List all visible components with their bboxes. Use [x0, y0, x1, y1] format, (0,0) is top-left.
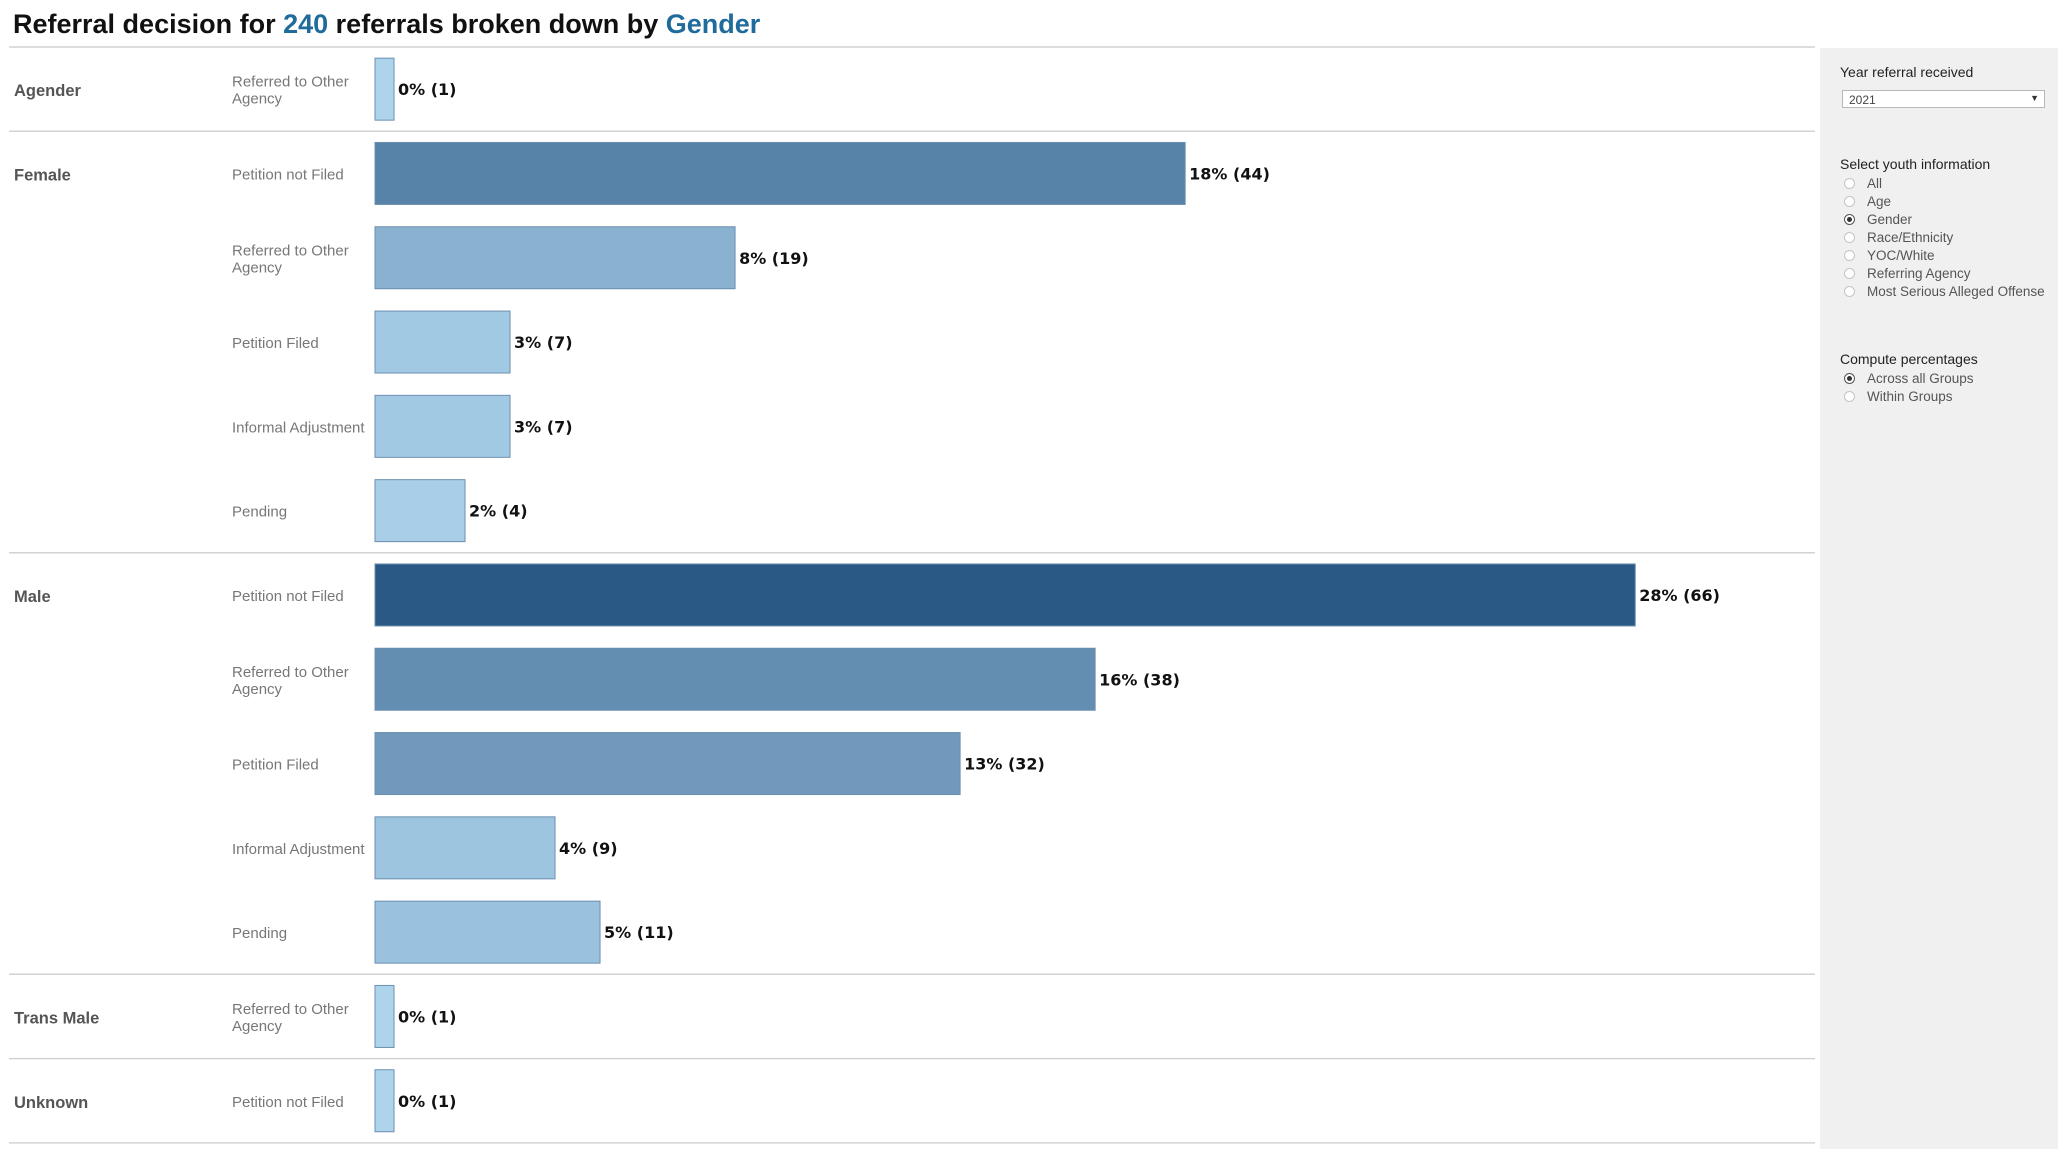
youth-info-option[interactable]: YOC/White — [1844, 247, 1935, 263]
bar-value-label: 4% (9) — [559, 839, 618, 858]
group-label: Male — [14, 588, 51, 606]
bar — [374, 984, 395, 1048]
bar — [374, 732, 961, 796]
bar — [374, 1069, 395, 1133]
bar-value-label: 16% (38) — [1099, 670, 1180, 689]
youth-info-option[interactable]: Referring Agency — [1844, 265, 1971, 281]
year-filter-label: Year referral received — [1840, 64, 1974, 80]
group-label: Trans Male — [14, 1009, 99, 1027]
youth-info-option-label: All — [1867, 175, 1883, 191]
youth-info-option[interactable]: Age — [1844, 193, 1891, 209]
bar-value-label: 3% (7) — [514, 417, 573, 436]
title-middle: referrals broken down by — [335, 9, 659, 39]
category-label: Informal Adjustment — [232, 841, 365, 858]
bar — [374, 563, 1636, 627]
category-label: Referred to Other Agency — [232, 664, 349, 698]
category-label: Petition Filed — [232, 335, 319, 352]
bar — [374, 226, 736, 290]
percentages-option-label: Across all Groups — [1867, 370, 1974, 386]
youth-info-option[interactable]: Most Serious Alleged Offense — [1844, 283, 2045, 299]
category-label: Petition not Filed — [232, 166, 344, 183]
bar-value-label: 3% (7) — [514, 333, 573, 352]
radio-button-icon[interactable] — [1844, 213, 1855, 225]
bar-value-label: 13% (32) — [964, 755, 1045, 774]
category-label: Petition not Filed — [232, 1094, 344, 1111]
category-label: Pending — [232, 504, 287, 521]
category-label: Informal Adjustment — [232, 419, 365, 436]
bar-chart: Agender Referred to Other Agency 0% (1) Fema… — [9, 46, 1815, 1144]
youth-info-option-label: YOC/White — [1867, 247, 1935, 263]
bar — [374, 900, 601, 964]
bar — [374, 141, 1186, 205]
youth-info-option-label: Most Serious Alleged Offense — [1867, 283, 2045, 299]
radio-button-icon[interactable] — [1844, 231, 1855, 243]
bar — [374, 310, 511, 374]
percentages-option[interactable]: Across all Groups — [1844, 370, 1974, 386]
bar-value-label: 0% (1) — [398, 1007, 457, 1026]
radio-button-icon[interactable] — [1844, 177, 1855, 189]
category-label: Referred to Other Agency — [232, 1001, 349, 1035]
bar — [374, 479, 466, 543]
youth-info-option[interactable]: Race/Ethnicity — [1844, 229, 1953, 245]
radio-button-icon[interactable] — [1844, 267, 1855, 279]
category-label: Petition Filed — [232, 757, 319, 774]
title-prefix: Referral decision for — [13, 9, 276, 39]
year-dropdown[interactable]: 2021 ▼ — [1842, 90, 2045, 108]
bar-value-label: 0% (1) — [398, 1092, 457, 1111]
category-label: Referred to Other Agency — [232, 74, 349, 108]
percentages-option-label: Within Groups — [1867, 388, 1953, 404]
chevron-down-icon: ▼ — [2030, 93, 2039, 103]
group-label: Female — [14, 166, 71, 184]
radio-button-icon[interactable] — [1844, 195, 1855, 207]
year-dropdown-value: 2021 — [1849, 93, 1876, 107]
bar-value-label: 28% (66) — [1639, 586, 1720, 605]
youth-info-option[interactable]: Gender — [1844, 211, 1912, 227]
category-label: Petition not Filed — [232, 588, 344, 605]
radio-button-icon[interactable] — [1844, 285, 1855, 297]
youth-info-label: Select youth information — [1840, 156, 1991, 172]
category-label: Referred to Other Agency — [232, 242, 349, 276]
bar-value-label: 0% (1) — [398, 80, 457, 99]
referral-count: 240 — [283, 9, 329, 39]
group-label: Agender — [14, 82, 82, 100]
radio-button-icon[interactable] — [1844, 390, 1855, 402]
breakdown-dimension: Gender — [665, 9, 761, 39]
youth-info-option-label: Referring Agency — [1867, 265, 1971, 281]
radio-button-icon[interactable] — [1844, 372, 1855, 384]
bar — [374, 816, 556, 880]
percentages-label: Compute percentages — [1840, 351, 1978, 367]
youth-info-option-label: Age — [1867, 193, 1892, 209]
youth-info-option-label: Gender — [1867, 211, 1913, 227]
percentages-option[interactable]: Within Groups — [1844, 388, 1953, 404]
bar — [374, 57, 395, 121]
bar-value-label: 18% (44) — [1189, 164, 1270, 183]
bar-value-label: 2% (4) — [469, 502, 528, 521]
bar — [374, 394, 511, 458]
youth-info-option[interactable]: All — [1844, 175, 1882, 191]
bar — [374, 647, 1096, 711]
group-label: Unknown — [14, 1094, 88, 1112]
youth-info-option-label: Race/Ethnicity — [1867, 229, 1954, 245]
bar-value-label: 5% (11) — [604, 923, 674, 942]
filter-panel: Year referral received 2021 ▼ Select you… — [1820, 48, 2058, 1149]
radio-button-icon[interactable] — [1844, 249, 1855, 261]
bar-value-label: 8% (19) — [739, 249, 809, 268]
category-label: Pending — [232, 925, 287, 942]
chart-title: Referral decision for 240 referrals brok… — [13, 9, 760, 40]
